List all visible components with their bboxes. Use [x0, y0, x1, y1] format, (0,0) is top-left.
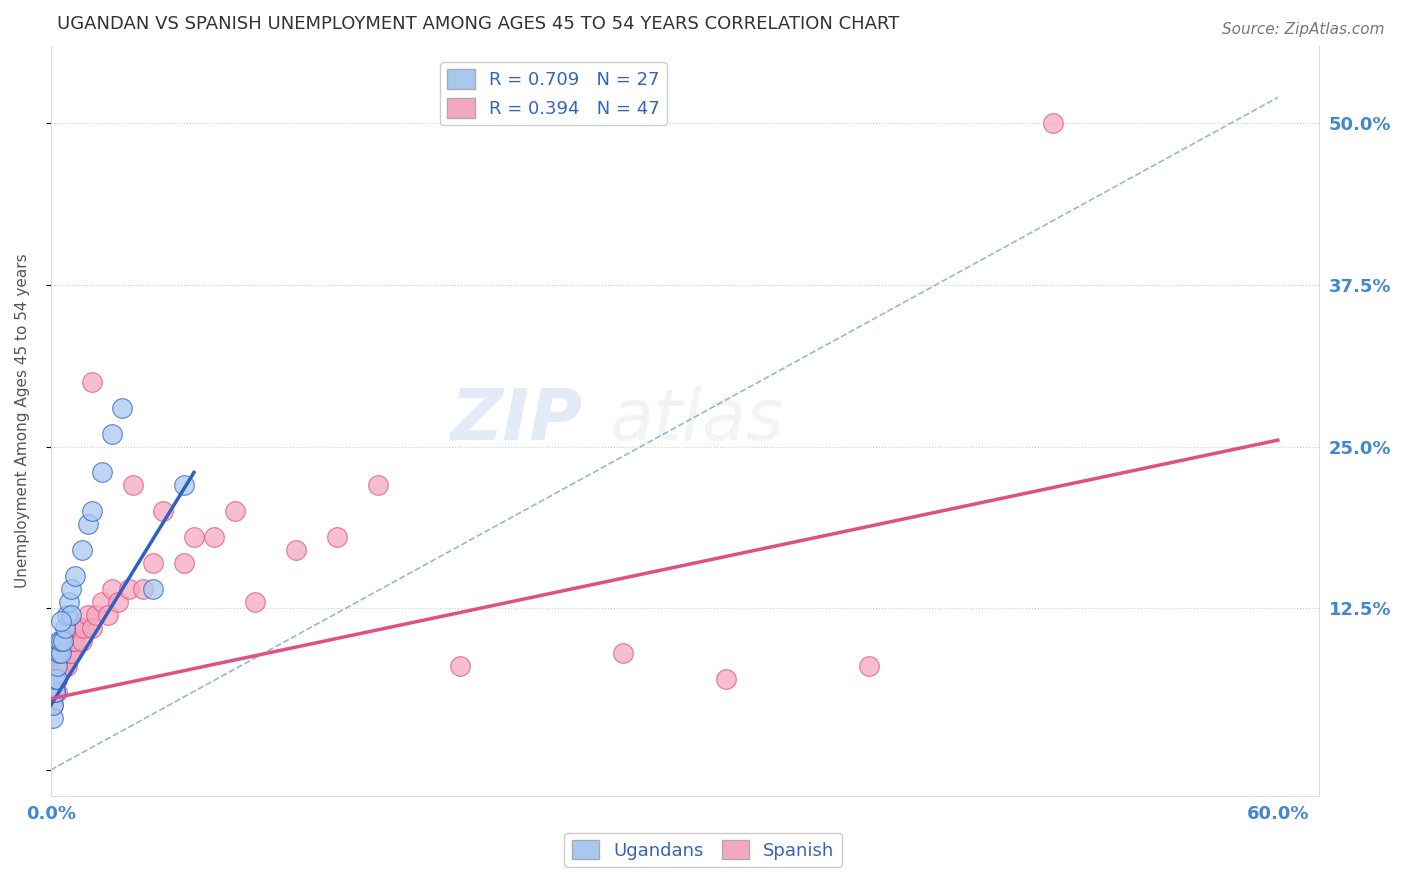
Text: UGANDAN VS SPANISH UNEMPLOYMENT AMONG AGES 45 TO 54 YEARS CORRELATION CHART: UGANDAN VS SPANISH UNEMPLOYMENT AMONG AG… [58, 15, 900, 33]
Point [121, 478, 143, 492]
Point [53, 621, 76, 635]
Legend: R = 0.709   N = 27, R = 0.394   N = 47: R = 0.709 N = 27, R = 0.394 N = 47 [440, 62, 666, 126]
Point [245, 595, 267, 609]
Point [49, 633, 72, 648]
Point [46, 659, 69, 673]
Point [70, 543, 93, 558]
Point [65, 633, 87, 648]
Point [72, 621, 94, 635]
Point [44, 685, 66, 699]
Point [66, 621, 89, 635]
Point [449, 659, 471, 673]
Point [204, 530, 226, 544]
Point [107, 595, 129, 609]
Point [60, 647, 83, 661]
Point [42, 711, 65, 725]
Point [70, 633, 93, 648]
Point [80, 504, 103, 518]
Point [111, 401, 134, 415]
Point [91, 595, 114, 609]
Point [326, 530, 349, 544]
Point [76, 517, 98, 532]
Point [224, 504, 246, 518]
Point [46, 673, 69, 687]
Text: ZIP: ZIP [451, 386, 583, 455]
Point [49, 647, 72, 661]
Point [60, 607, 83, 622]
Point [53, 647, 76, 661]
Point [60, 582, 83, 596]
Point [58, 647, 80, 661]
Point [367, 478, 389, 492]
Point [44, 673, 66, 687]
Point [84, 607, 107, 622]
Point [285, 543, 308, 558]
Point [183, 530, 205, 544]
Point [48, 659, 70, 673]
Text: atlas: atlas [609, 386, 783, 455]
Text: Source: ZipAtlas.com: Source: ZipAtlas.com [1222, 22, 1385, 37]
Point [44, 685, 66, 699]
Point [1042, 116, 1064, 130]
Point [714, 673, 737, 687]
Point [80, 621, 103, 635]
Point [152, 504, 174, 518]
Point [56, 607, 79, 622]
Point [46, 673, 69, 687]
Point [48, 647, 70, 661]
Point [44, 673, 66, 687]
Point [612, 647, 634, 661]
Point [42, 698, 65, 713]
Point [132, 582, 155, 596]
Point [49, 614, 72, 628]
Point [101, 426, 124, 441]
Point [80, 375, 103, 389]
Point [52, 633, 75, 648]
Point [173, 478, 195, 492]
Point [142, 582, 165, 596]
Point [91, 466, 114, 480]
Point [69, 621, 91, 635]
Point [58, 595, 80, 609]
Point [49, 659, 72, 673]
Point [49, 647, 72, 661]
Point [173, 556, 195, 570]
Point [48, 647, 70, 661]
Point [76, 607, 98, 622]
Point [117, 582, 139, 596]
Point [101, 582, 124, 596]
Point [42, 698, 65, 713]
Point [46, 685, 69, 699]
Point [142, 556, 165, 570]
Point [48, 633, 70, 648]
Point [97, 607, 120, 622]
Point [858, 659, 880, 673]
Point [44, 685, 66, 699]
Point [56, 659, 79, 673]
Y-axis label: Unemployment Among Ages 45 to 54 years: Unemployment Among Ages 45 to 54 years [15, 253, 30, 588]
Point [62, 633, 84, 648]
Point [52, 659, 75, 673]
Legend: Ugandans, Spanish: Ugandans, Spanish [564, 832, 842, 867]
Point [65, 569, 87, 583]
Point [56, 633, 79, 648]
